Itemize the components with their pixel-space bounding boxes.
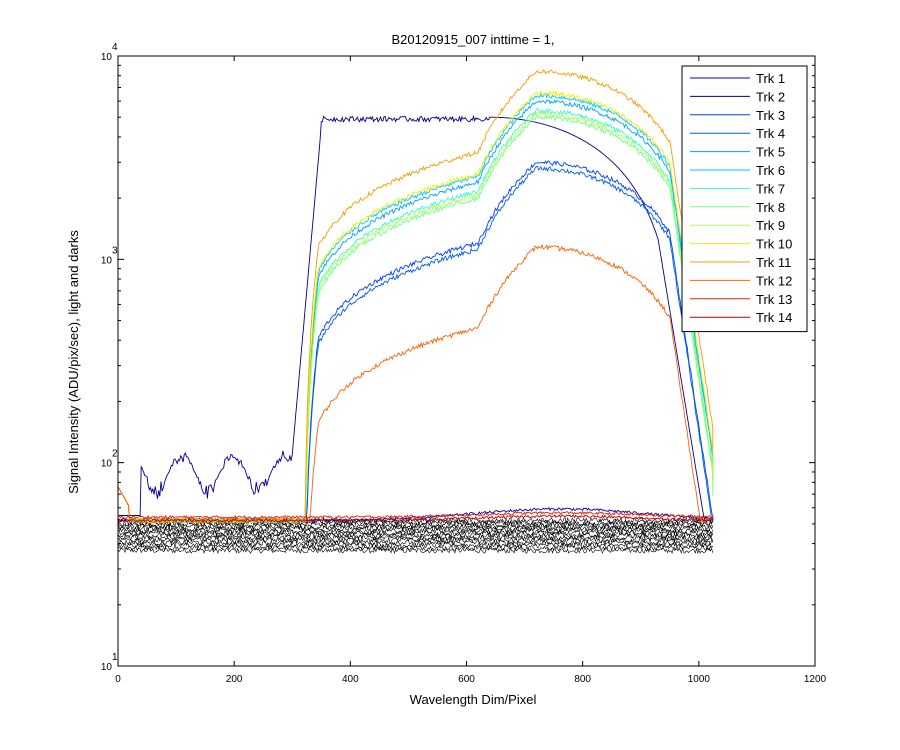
y-tick-label: 10 [101, 662, 113, 673]
legend-entry: Trk 2 [756, 89, 785, 104]
dark-series-line [118, 518, 714, 527]
series-line-2 [118, 114, 713, 521]
legend-entry: Trk 6 [756, 163, 785, 178]
series-line-5 [118, 99, 714, 525]
legend-entry: Trk 12 [756, 273, 792, 288]
x-tick-label: 200 [226, 674, 243, 685]
dark-series-line [118, 527, 714, 535]
dark-series-line [118, 541, 713, 549]
dark-series-line [118, 536, 714, 544]
series-line-7 [118, 107, 714, 525]
y-tick-label: 10 [101, 255, 113, 266]
x-axis-label: Wavelength Dim/Pixel [410, 692, 537, 707]
dark-series-line [118, 539, 713, 547]
dark-series-line [118, 546, 714, 555]
legend-entry: Trk 9 [756, 218, 785, 233]
legend-entry: Trk 10 [756, 237, 792, 252]
y-axis-label: Signal Intensity (ADU/pix/sec), light an… [66, 230, 81, 494]
x-tick-label: 1000 [688, 674, 711, 685]
legend-entry: Trk 11 [756, 255, 791, 270]
dark-series-line [118, 529, 714, 537]
y-tick-exponent: 3 [112, 245, 118, 256]
x-tick-label: 1200 [804, 674, 827, 685]
legend-entry: Trk 5 [756, 145, 785, 160]
legend-entry: Trk 3 [756, 108, 785, 123]
series-line-14 [118, 514, 714, 523]
dark-series-line [118, 520, 713, 529]
legend-entry: Trk 4 [756, 126, 785, 141]
series-line-8 [118, 114, 714, 524]
series-line-10 [118, 89, 714, 524]
series-line-4 [118, 165, 714, 525]
series-line-6 [118, 92, 714, 525]
series-line-11 [118, 69, 714, 524]
x-tick-label: 0 [115, 674, 121, 685]
legend: Trk 1 Trk 2 Trk 3 Trk 4 Trk 5 Trk 6 Trk 7 Trk 8… [681, 65, 808, 333]
x-tick-label: 600 [458, 674, 475, 685]
y-tick-exponent: 4 [112, 42, 118, 53]
y-tick-exponent: 2 [112, 449, 118, 460]
x-tick-label: 400 [342, 674, 359, 685]
legend-entry: Trk 14 [756, 310, 792, 325]
legend-entry: Trk 8 [756, 200, 785, 215]
dark-series-group [118, 516, 714, 555]
x-tick-label: 800 [574, 674, 591, 685]
chart-title: B20120915_007 inttime = 1, [392, 32, 555, 47]
legend-entry: Trk 7 [756, 181, 785, 196]
series-group [118, 69, 714, 525]
legend-box [681, 65, 808, 333]
y-tick-label: 10 [101, 52, 113, 63]
y-tick-label: 10 [101, 459, 113, 470]
series-line-13 [118, 510, 714, 520]
y-tick-exponent: 1 [112, 652, 118, 663]
legend-entry: Trk 13 [756, 292, 792, 307]
series-line-9 [118, 111, 714, 524]
series-line-12 [118, 243, 714, 525]
legend-entry: Trk 1 [756, 71, 785, 86]
